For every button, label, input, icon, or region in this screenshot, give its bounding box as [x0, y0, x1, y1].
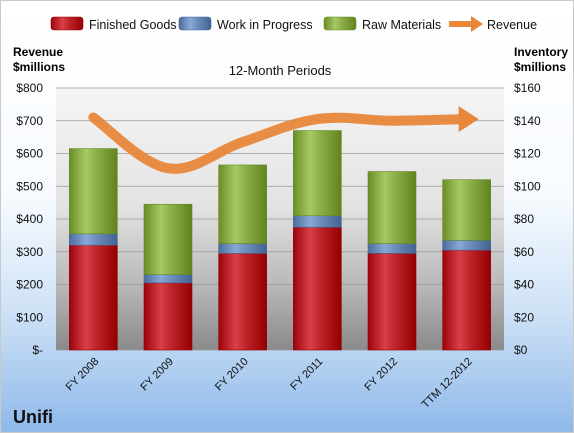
- right-tick-label: $80: [514, 212, 534, 226]
- right-tick-label: $40: [514, 278, 534, 292]
- left-tick-label: $800: [16, 81, 43, 95]
- x-tick-label: FY 2008: [64, 356, 102, 394]
- right-axis-title: Inventory: [514, 45, 568, 59]
- bar-raw-materials: [293, 130, 342, 217]
- left-tick-label: $400: [16, 212, 43, 226]
- company-name: Unifi: [13, 407, 53, 427]
- left-axis-title: Revenue: [13, 45, 63, 59]
- right-tick-label: $100: [514, 179, 541, 193]
- left-tick-label: $700: [16, 114, 43, 128]
- left-tick-label: $-: [32, 343, 43, 357]
- right-axis-title: $millions: [514, 60, 566, 74]
- bar-raw-materials: [143, 203, 193, 275]
- bar-raw-materials: [367, 171, 417, 244]
- bar-finished-goods: [293, 226, 342, 351]
- right-tick-label: $120: [514, 147, 541, 161]
- chart-subtitle: 12-Month Periods: [229, 63, 332, 78]
- legend-label-revenue: Revenue: [487, 18, 537, 32]
- left-tick-label: $200: [16, 278, 43, 292]
- right-tick-label: $140: [514, 114, 541, 128]
- left-tick-label: $100: [16, 310, 43, 324]
- bar-raw-materials: [69, 148, 118, 235]
- right-tick-label: $0: [514, 343, 528, 357]
- left-tick-label: $600: [16, 147, 43, 161]
- bar-finished-goods: [367, 253, 417, 351]
- bar-work-in-progress: [442, 239, 491, 251]
- legend-label-raw-materials: Raw Materials: [362, 18, 441, 32]
- legend-swatch-raw-materials: [323, 16, 357, 31]
- bar-work-in-progress: [293, 215, 342, 228]
- bar-finished-goods: [218, 253, 267, 351]
- bar-raw-materials: [218, 164, 267, 244]
- revenue-line: [88, 112, 472, 174]
- bar-work-in-progress: [367, 243, 417, 254]
- legend-label-finished-goods: Finished Goods: [89, 18, 177, 32]
- bar-work-in-progress: [143, 274, 193, 284]
- x-tick-label: TTM 12-2012: [420, 356, 475, 411]
- bar-finished-goods: [143, 282, 193, 351]
- x-tick-label: FY 2012: [362, 356, 400, 394]
- left-tick-label: $300: [16, 245, 43, 259]
- legend-label-work-in-progress: Work in Progress: [217, 18, 313, 32]
- revenue-line-arrowhead: [458, 106, 479, 133]
- x-tick-label: FY 2010: [213, 356, 251, 394]
- legend-swatch-finished-goods: [50, 16, 84, 31]
- right-tick-label: $20: [514, 310, 534, 324]
- bar-finished-goods: [442, 249, 491, 351]
- bar-work-in-progress: [69, 233, 118, 246]
- left-axis-title: $millions: [13, 60, 65, 74]
- bar-raw-materials: [442, 179, 491, 241]
- right-tick-label: $60: [514, 245, 534, 259]
- legend-swatch-work-in-progress: [178, 16, 212, 31]
- bar-work-in-progress: [218, 243, 267, 254]
- legend-swatch-revenue-arrow: [471, 16, 483, 32]
- bar-finished-goods: [69, 244, 118, 351]
- x-tick-label: FY 2009: [138, 356, 176, 394]
- right-tick-label: $160: [514, 81, 541, 95]
- x-tick-label: FY 2011: [288, 356, 325, 393]
- left-tick-label: $500: [16, 179, 43, 193]
